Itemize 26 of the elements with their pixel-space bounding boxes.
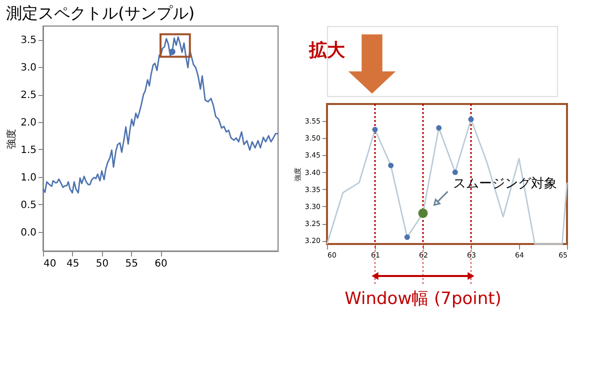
- y-tick-label: 1.0: [20, 172, 36, 184]
- y-tick-label: 2.5: [20, 90, 36, 102]
- point: [452, 170, 458, 176]
- x-tick-label: 55: [125, 258, 138, 270]
- annotation: スムージング対象: [453, 175, 557, 192]
- point: [388, 162, 394, 168]
- x-tick-label: 40: [44, 258, 56, 270]
- point: [372, 126, 378, 132]
- y-tick-label: 0.5: [20, 200, 36, 211]
- point: [418, 208, 428, 218]
- x-tick-label: 60: [154, 258, 168, 270]
- chart-title: 測定スペクトル(サンプル): [6, 4, 195, 22]
- point: [404, 234, 410, 240]
- text: 拡大: [308, 40, 346, 61]
- y-tick-label: 1.5: [20, 144, 36, 156]
- y-tick-label: 3.0: [20, 62, 36, 74]
- line-series: [42, 36, 279, 194]
- y-axis-title: 強度: [6, 129, 18, 149]
- text: Window幅 (7point): [344, 289, 502, 309]
- x-tick-label: 45: [66, 258, 80, 270]
- y-tick-label: 0.0: [20, 227, 36, 238]
- point: [436, 125, 442, 131]
- point: [468, 116, 474, 122]
- y-tick-label: 3.5: [20, 35, 36, 46]
- y-tick-label: 2.0: [20, 118, 36, 129]
- x-tick-label: 50: [96, 258, 109, 270]
